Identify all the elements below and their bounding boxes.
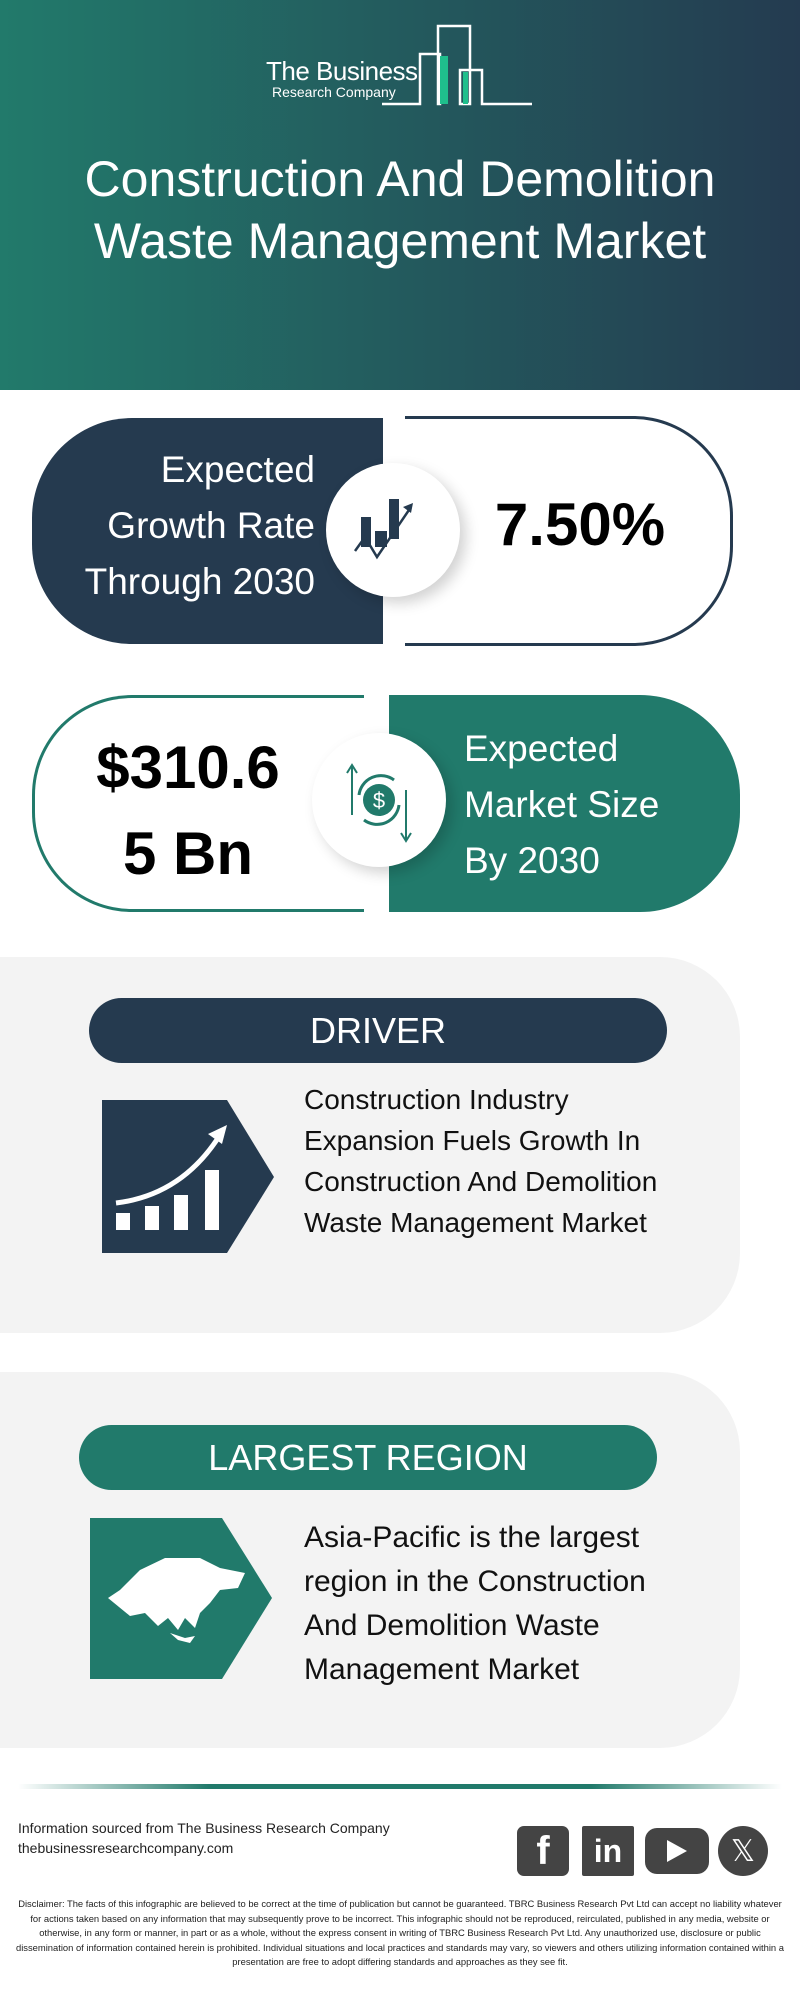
logo-subtext: Research Company bbox=[272, 84, 396, 100]
disclaimer: Disclaimer: The facts of this infographi… bbox=[16, 1898, 784, 1967]
facebook-icon[interactable]: f bbox=[517, 1826, 569, 1876]
linkedin-icon[interactable]: in bbox=[582, 1826, 634, 1876]
market-size-label-panel bbox=[389, 695, 740, 912]
svg-text:$: $ bbox=[373, 788, 385, 813]
footer-source: Information sourced from The Business Re… bbox=[18, 1820, 390, 1856]
growth-chart-icon bbox=[326, 463, 460, 597]
driver-text: Construction Industry Expansion Fuels Gro… bbox=[304, 1084, 658, 1238]
logo-text: The Business bbox=[266, 56, 418, 86]
title-line: Construction And Demolition bbox=[84, 151, 716, 207]
growth-label-panel bbox=[32, 418, 383, 644]
market-size-value-panel bbox=[32, 695, 364, 912]
growth-rate-value: 7.50% bbox=[494, 491, 666, 558]
youtube-icon[interactable] bbox=[645, 1828, 709, 1874]
header-banner: The Business Research Company Constructi… bbox=[0, 0, 800, 390]
growth-label: Expected Growth Rate Through 2030 bbox=[84, 449, 315, 602]
growth-value-panel bbox=[405, 416, 733, 646]
market-size-value: $310.6 5 Bn bbox=[96, 734, 280, 887]
x-icon[interactable]: 𝕏 bbox=[718, 1826, 768, 1876]
footer-divider bbox=[18, 1784, 782, 1789]
driver-heading: DRIVER bbox=[89, 998, 667, 1063]
market-size-label: Expected Market Size By 2030 bbox=[464, 728, 660, 881]
region-heading: LARGEST REGION bbox=[79, 1425, 657, 1490]
website-link[interactable]: thebusinessresearchcompany.com bbox=[18, 1840, 234, 1856]
logo-buildings-icon bbox=[382, 24, 532, 106]
rising-bar-chart-icon bbox=[102, 1100, 274, 1253]
title-line: Waste Management Market bbox=[93, 213, 707, 269]
region-text: Asia-Pacific is the largest region in the… bbox=[304, 1521, 646, 1686]
asia-map-icon bbox=[90, 1518, 272, 1679]
page-title: Construction And Demolition Waste Manage… bbox=[0, 148, 800, 272]
dollar-cycle-icon: $ bbox=[312, 733, 446, 867]
